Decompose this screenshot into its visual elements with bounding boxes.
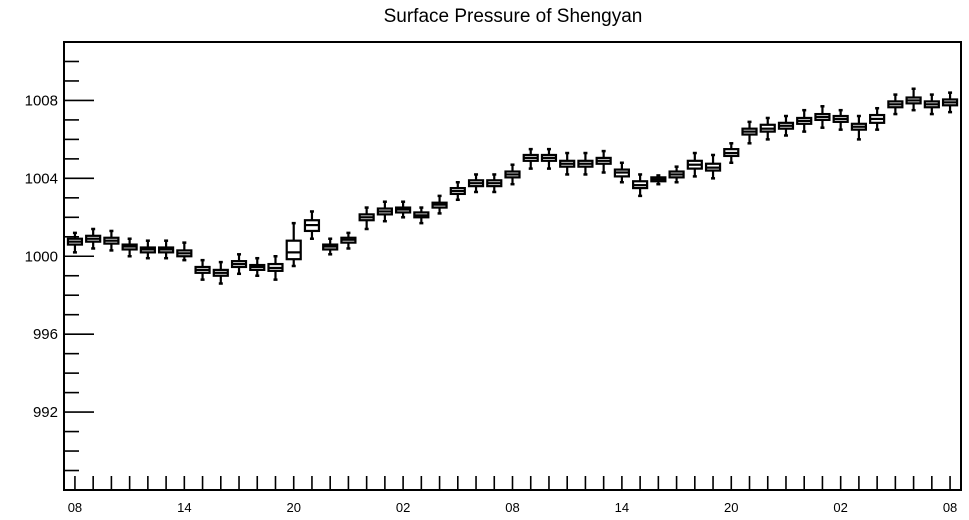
x-tick-label: 02 xyxy=(833,500,847,515)
box-item xyxy=(850,114,868,141)
x-tick-label: 14 xyxy=(615,500,629,515)
box-item xyxy=(395,200,412,219)
box-item xyxy=(358,206,375,231)
box-item xyxy=(704,153,722,180)
x-axis: 08 14 20 02 08 14 20 02 08 xyxy=(68,476,957,515)
y-tick-label: 1000 xyxy=(25,248,58,265)
box-item xyxy=(887,93,904,116)
x-tick-label: 20 xyxy=(724,500,738,515)
chart-title: Surface Pressure of Shengyan xyxy=(384,6,643,27)
box-item xyxy=(486,173,503,194)
box-item xyxy=(157,239,175,260)
box-item xyxy=(504,163,521,186)
box-item xyxy=(650,174,667,186)
x-tick-label: 08 xyxy=(68,500,82,515)
box-item xyxy=(923,93,940,116)
box-item xyxy=(376,200,393,223)
box-item xyxy=(869,106,886,131)
box-item xyxy=(85,227,102,250)
box-item xyxy=(540,147,558,170)
box-series xyxy=(66,87,959,285)
box-item xyxy=(467,173,485,194)
box-item xyxy=(613,161,630,184)
x-tick-label: 14 xyxy=(177,500,191,515)
y-tick-label: 1004 xyxy=(25,170,58,187)
box-item xyxy=(559,151,576,176)
box-item xyxy=(66,231,84,254)
box-body xyxy=(285,239,302,261)
box-item xyxy=(668,165,685,184)
box-item xyxy=(449,180,466,202)
x-tick-label: 20 xyxy=(286,500,300,515)
box-item xyxy=(941,91,959,114)
box-item xyxy=(832,108,849,131)
box-item xyxy=(632,173,649,198)
box-item xyxy=(796,108,813,133)
y-tick-label: 1008 xyxy=(25,92,58,109)
box-item xyxy=(413,206,430,225)
box-item xyxy=(431,194,448,215)
box-item xyxy=(340,231,357,250)
box-item xyxy=(230,253,248,276)
box-item xyxy=(595,149,612,174)
box-item xyxy=(303,210,321,240)
box-item xyxy=(121,237,138,258)
box-item xyxy=(139,239,156,260)
box-item xyxy=(212,260,229,285)
x-tick-label: 08 xyxy=(943,500,957,515)
box-item xyxy=(777,114,795,137)
box-item xyxy=(522,147,539,170)
box-item xyxy=(285,221,302,268)
x-tick-label: 02 xyxy=(396,500,410,515)
box-item xyxy=(103,229,120,252)
box-item xyxy=(267,255,284,281)
x-tick-label: 08 xyxy=(505,500,519,515)
box-item xyxy=(176,241,193,262)
box-item xyxy=(194,258,211,281)
box-item xyxy=(814,105,831,129)
y-tick-label: 996 xyxy=(33,326,58,343)
box-item xyxy=(723,142,740,165)
y-axis: 992 996 1000 1004 1008 xyxy=(25,41,94,491)
y-tick-label: 992 xyxy=(33,404,58,421)
box-item xyxy=(759,116,776,141)
box-item xyxy=(249,256,266,277)
box-item xyxy=(322,237,339,256)
box-item xyxy=(577,151,594,176)
box-item xyxy=(741,120,758,145)
box-item xyxy=(905,87,922,112)
box-item xyxy=(686,151,703,178)
